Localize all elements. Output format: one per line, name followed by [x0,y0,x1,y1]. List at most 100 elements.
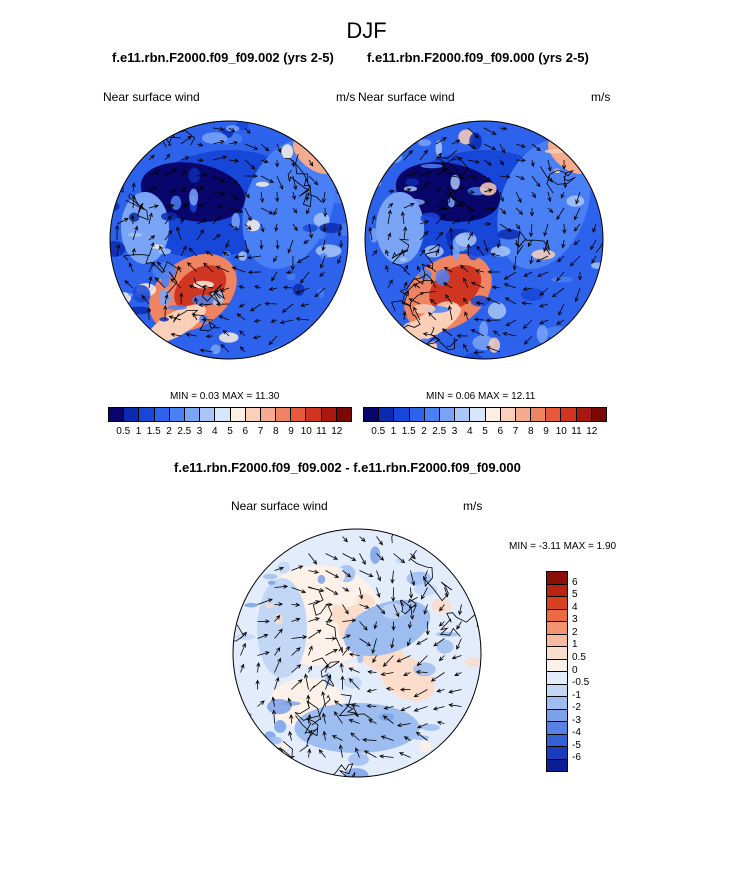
left-colorbar-tick-label: 7 [257,426,264,437]
wind-vector [287,697,292,707]
wind-vector [403,264,409,273]
right-panel-units: m/s [591,90,611,104]
field-speckle [435,140,443,157]
left-colorbar-tick-label: 11 [316,426,327,437]
wind-vector [547,207,554,214]
wind-vector [362,737,377,742]
wind-vector [291,647,301,656]
wind-vector [148,212,153,225]
wind-vector [148,204,159,209]
right-colorbar-ticks: 0.5 1 1.5 2 2.5 3 4 5 6 7 8 9 10 11 12 [363,426,607,440]
wind-vector [499,191,504,203]
field-speckle [274,720,287,734]
field-speckle [193,280,214,289]
wind-vector [306,694,311,707]
wind-vector [196,203,205,209]
wind-vector [275,239,280,250]
wind-vector [416,638,428,645]
wind-vector [491,285,501,290]
wind-vector [401,248,406,257]
wind-vector [547,191,552,203]
wind-vector [342,646,350,656]
coastline [284,158,311,197]
wind-vector [260,175,275,183]
field-speckle [262,573,278,580]
field-speckle [280,701,301,706]
coastline [399,597,418,615]
wind-vector [556,271,565,282]
coastline [540,166,576,194]
wind-vector [215,302,230,307]
wind-vector [503,271,517,280]
right-min-value: 0.06 [455,391,476,402]
wind-vector [403,289,410,305]
diff-colorbar-swatch [547,609,567,622]
wind-vector [247,270,262,275]
field-speckle [419,740,432,753]
wind-vector [281,303,294,313]
wind-vector [342,587,350,592]
field-speckle [435,269,450,286]
wind-vector [291,587,307,594]
wind-vector [359,604,370,609]
wind-vector [573,239,581,246]
wind-vector [177,265,182,273]
wind-vector [212,155,228,161]
wind-vector [425,621,430,636]
diff-colorbar-swatch [547,597,567,610]
diff-colorbar-tick-label: -2 [572,702,581,714]
field-speckle [488,337,501,353]
right-colorbar-swatch [455,408,471,421]
right-polar-map [364,120,604,360]
left-colorbar-swatch [109,408,125,421]
wind-vector [531,143,542,152]
diff-colorbar-swatch [547,759,567,771]
wind-vector [273,255,278,263]
wind-vector [438,655,445,662]
right-panel-variable: Near surface wind [358,90,455,104]
wind-vector [259,191,265,204]
wind-vector [228,223,239,231]
field-speckle [450,175,460,190]
field-speckle [330,192,346,204]
coastline [391,238,411,276]
wind-vector [428,311,437,321]
wind-vector [264,301,278,306]
wind-vector [483,221,492,227]
field-region [241,283,313,332]
field-speckle [399,257,407,262]
coastline [110,171,124,193]
field-speckle [267,699,292,715]
wind-vector [287,239,294,254]
diff-colorbar-tick-label: -5 [572,739,581,751]
field-speckle [497,228,521,240]
wind-vector [473,350,485,355]
right-colorbar-swatch [591,408,606,421]
coastline [595,210,603,253]
wind-vector [454,672,462,676]
wind-vector [560,191,565,199]
wind-vector [116,217,129,225]
field-speckle [490,246,511,257]
wind-vector [442,282,453,289]
field-speckle [352,593,375,610]
wind-vector [515,175,526,180]
wind-vector [212,175,225,183]
wind-vector [531,191,536,199]
wind-vector [205,334,214,339]
wind-vector [538,303,549,308]
wind-vector [435,213,447,225]
wind-vector [412,283,421,289]
wind-vector [467,207,475,212]
field-speckle [267,580,276,585]
wind-vector [180,203,190,209]
wind-vector [408,298,421,305]
wind-vector [403,188,412,193]
left-max-value: 11.30 [255,391,280,402]
wind-vector [515,158,527,163]
field-speckle [192,294,214,306]
wind-vector [556,319,565,325]
field-speckle [218,332,239,343]
wind-vector [430,672,445,682]
wind-vector [523,271,533,277]
